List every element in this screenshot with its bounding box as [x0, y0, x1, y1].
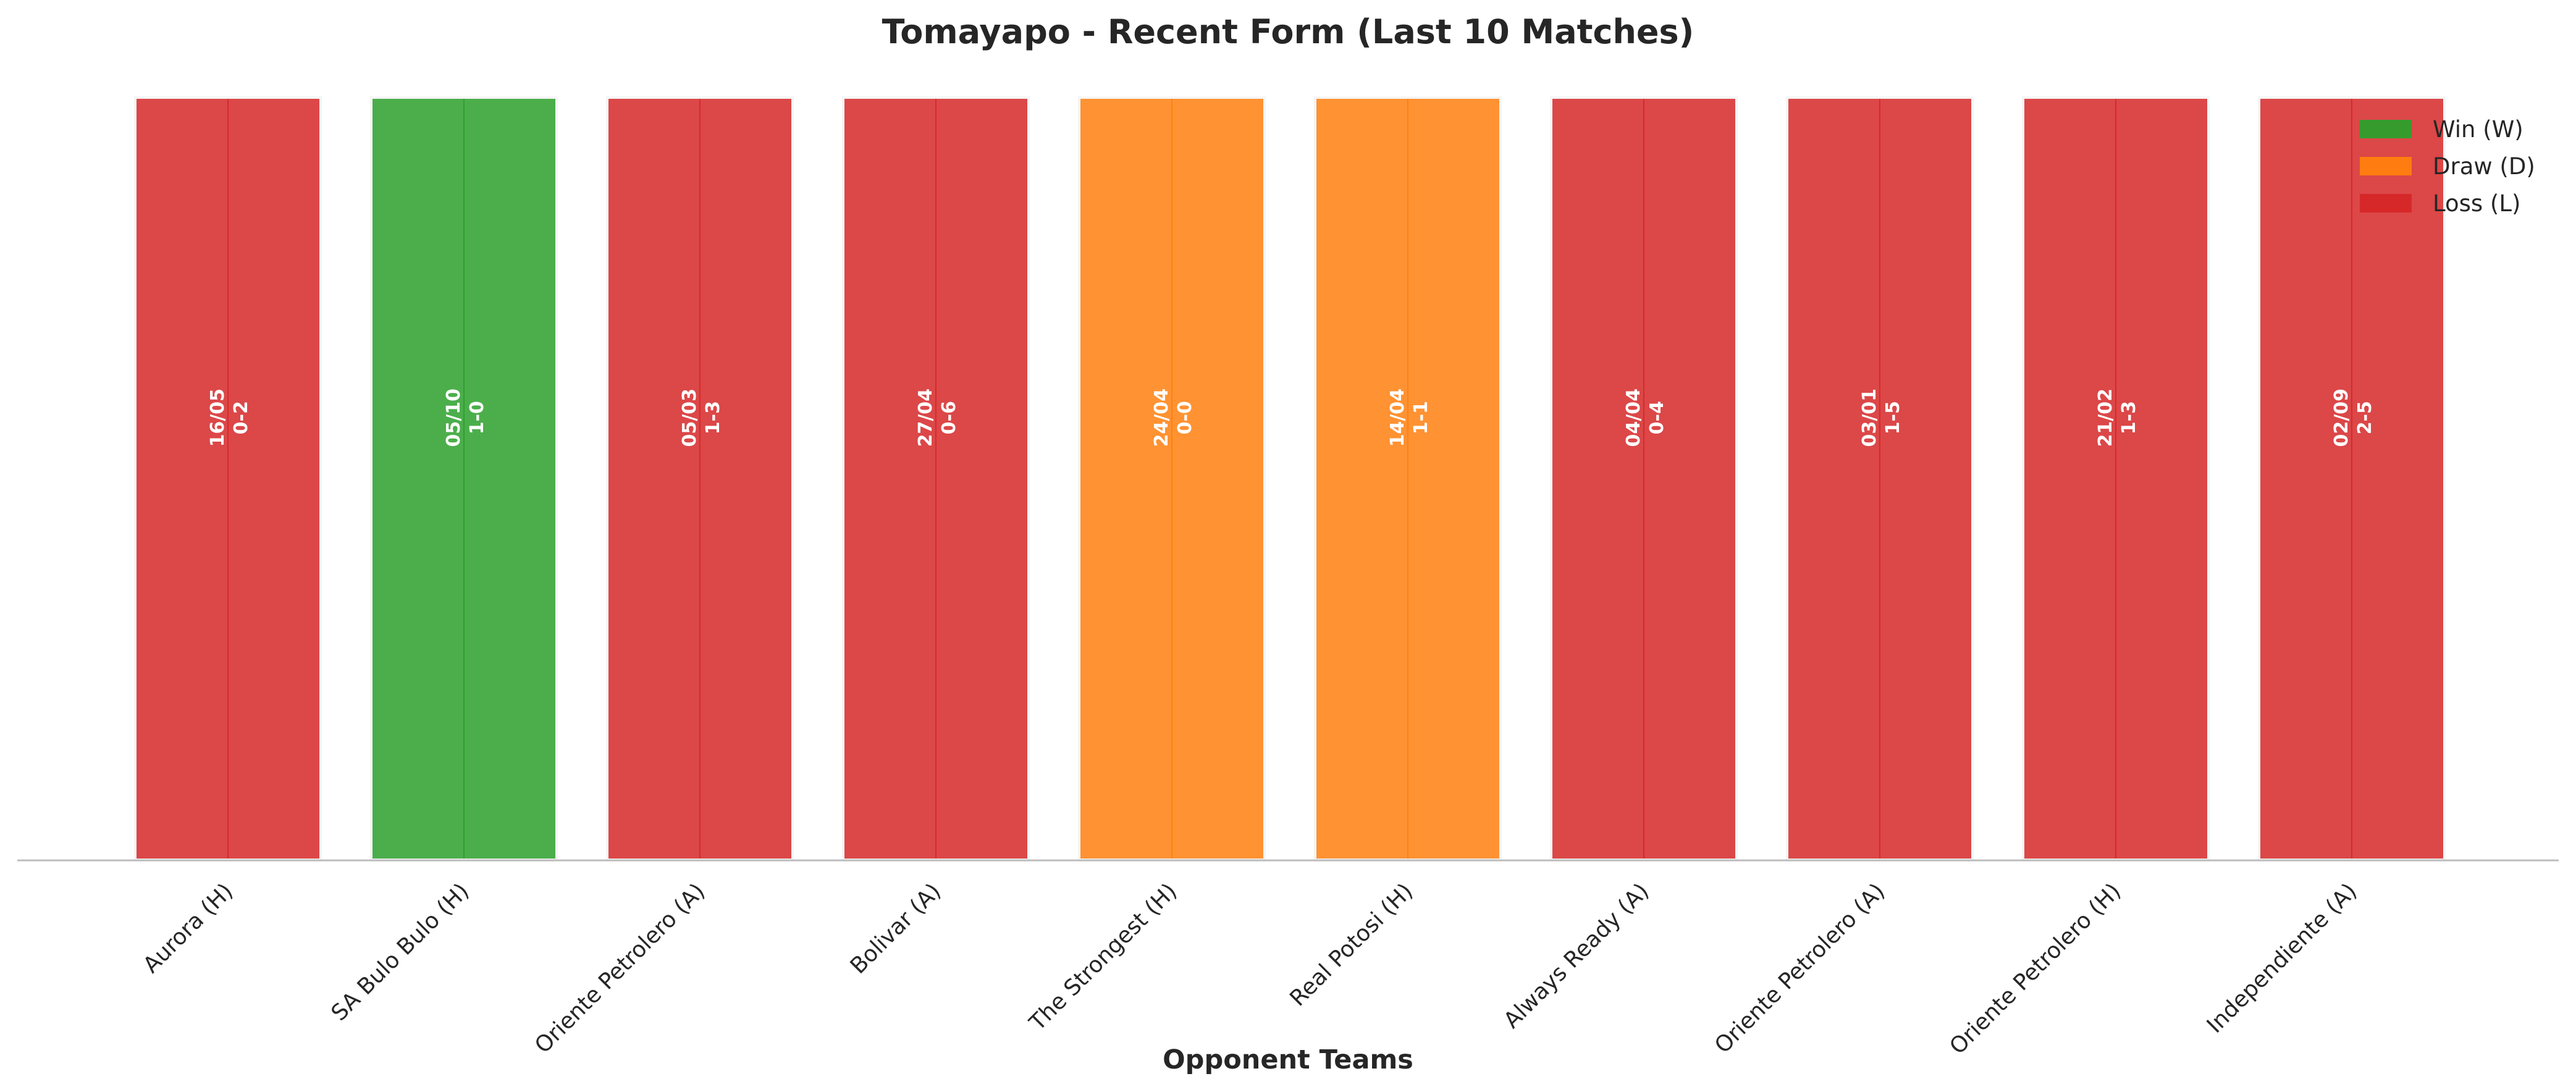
match-score: 1-3 [702, 401, 724, 434]
bar-label-8: 03/01 1-5 [1859, 388, 1904, 447]
legend-swatch-w [2360, 120, 2412, 138]
x-tick-label-3: Oriente Petrolero (A) [530, 878, 710, 1058]
bar-label-2: 05/10 1-0 [443, 388, 488, 447]
bar-label-1: 16/05 0-2 [207, 388, 252, 447]
x-tick-label-10: Independiente (A) [2202, 878, 2362, 1038]
x-axis-label: Opponent Teams [1163, 1044, 1413, 1075]
match-score: 2-5 [2354, 401, 2376, 434]
legend-label-w: Win (W) [2433, 116, 2523, 143]
match-score: 0-0 [1174, 401, 1196, 434]
bar-label-9: 21/02 1-3 [2095, 388, 2140, 447]
x-tick-label-8: Oriente Petrolero (A) [1710, 878, 1890, 1058]
x-tick-label-6: Real Potosi (H) [1285, 878, 1418, 1011]
match-date: 04/04 [1623, 388, 1644, 447]
x-tick-label-5: The Strongest (H) [1024, 878, 1182, 1036]
x-tick-label-9: Oriente Petrolero (H) [1945, 878, 2126, 1059]
match-score: 1-1 [1410, 401, 1432, 434]
bar-label-5: 24/04 0-0 [1151, 388, 1196, 447]
x-tick-label-7: Always Ready (A) [1499, 878, 1654, 1033]
bar-label-10: 02/09 2-5 [2331, 388, 2376, 447]
chart-title: Tomayapo - Recent Form (Last 10 Matches) [882, 12, 1694, 51]
bar-label-3: 05/03 1-3 [679, 388, 724, 447]
legend-label-l: Loss (L) [2433, 190, 2520, 217]
match-date: 05/03 [679, 388, 701, 447]
match-date: 05/10 [443, 388, 465, 447]
match-score: 1-3 [2118, 401, 2140, 434]
x-tick-label-4: Bolivar (A) [846, 878, 946, 979]
match-score: 1-0 [466, 401, 488, 434]
legend: Win (W) Draw (D) Loss (L) [2360, 116, 2535, 217]
x-tick-label-2: SA Bulo Bulo (H) [327, 878, 474, 1026]
x-tick-label-1: Aurora (H) [138, 878, 238, 978]
match-date: 24/04 [1151, 388, 1172, 447]
match-score: 0-4 [1646, 401, 1668, 434]
match-score: 0-6 [938, 401, 960, 434]
bars-layer [134, 96, 2446, 861]
match-score: 1-5 [1882, 401, 1904, 434]
legend-label-d: Draw (D) [2433, 153, 2535, 180]
match-score: 0-2 [230, 401, 252, 434]
bar-label-7: 04/04 0-4 [1623, 388, 1668, 447]
match-date: 16/05 [207, 388, 229, 447]
match-date: 14/04 [1387, 388, 1408, 447]
bar-label-4: 27/04 0-6 [915, 388, 960, 447]
match-date: 21/02 [2095, 388, 2116, 447]
legend-swatch-d [2360, 157, 2412, 175]
x-tick-labels: Aurora (H) SA Bulo Bulo (H) Oriente Petrol… [138, 878, 2362, 1059]
bar-labels-layer: 16/05 0-2 05/10 1-0 05/03 1-3 27/04 0-6 24/04 0-0… [207, 388, 2376, 447]
match-date: 03/01 [1859, 388, 1880, 447]
match-date: 27/04 [915, 388, 937, 447]
legend-swatch-l [2360, 194, 2412, 212]
bar-label-6: 14/04 1-1 [1387, 388, 1432, 447]
match-date: 02/09 [2331, 388, 2352, 447]
